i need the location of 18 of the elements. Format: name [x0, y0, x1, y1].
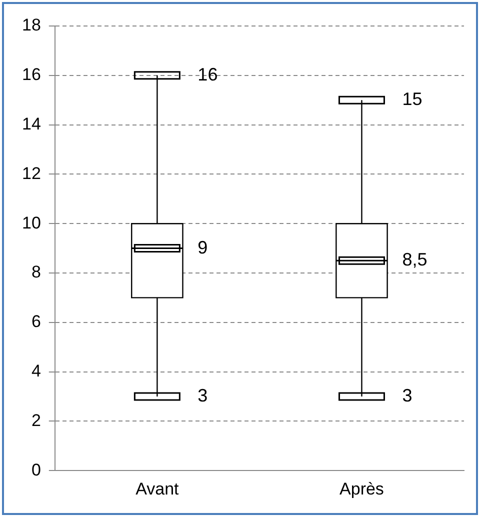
y-tick-label: 14 [22, 114, 41, 134]
annotation: 16 [198, 64, 218, 84]
x-tick-label: Après [340, 479, 384, 498]
x-tick-label: Avant [136, 479, 180, 498]
y-tick-label: 8 [31, 262, 41, 282]
y-tick-label: 4 [31, 361, 41, 380]
annotation: 8,5 [402, 250, 428, 270]
annotation: 15 [402, 89, 422, 110]
y-tick-label: 12 [22, 164, 41, 183]
y-tick-label: 2 [31, 410, 41, 430]
y-tick-label: 18 [22, 16, 41, 35]
y-tick-label: 10 [22, 213, 41, 232]
annotation: 3 [402, 385, 412, 406]
annotation: 3 [198, 385, 208, 406]
y-tick-label: 6 [31, 312, 41, 332]
y-tick-label: 0 [31, 460, 41, 480]
y-tick-label: 16 [22, 65, 41, 84]
annotation: 9 [198, 237, 208, 258]
